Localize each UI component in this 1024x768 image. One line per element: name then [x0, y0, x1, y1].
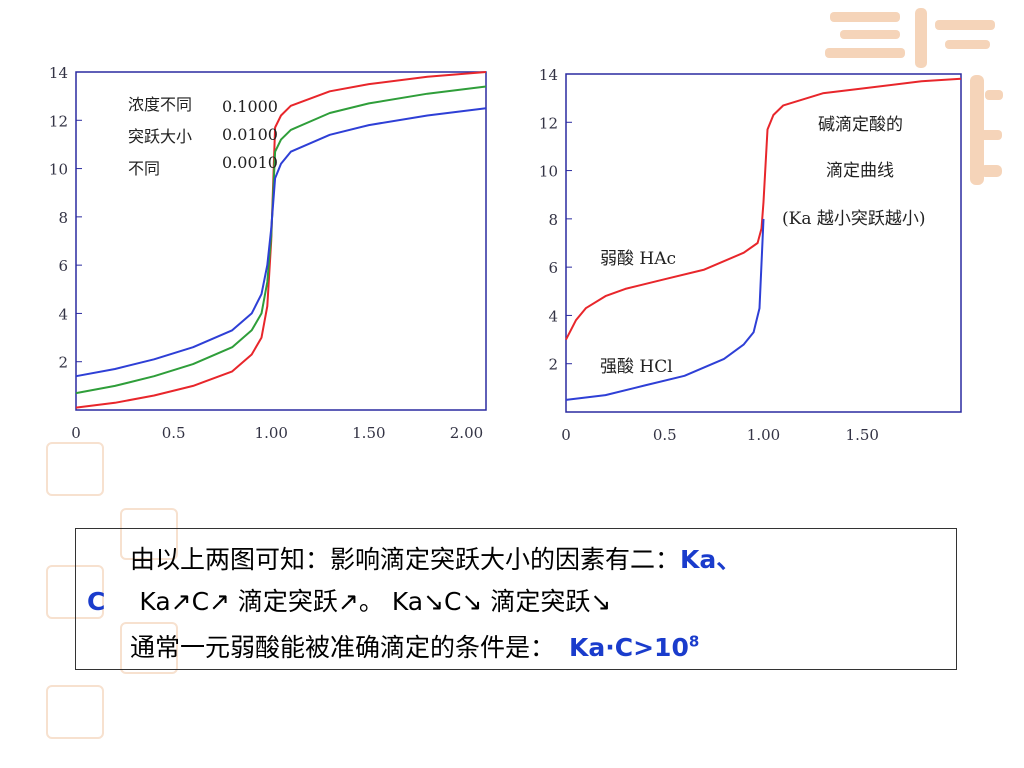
titration-condition: Ka·C>10 [569, 633, 689, 662]
conclusion-line-2-text: Ka↗C↗ 滴定突跃↗。 Ka↘C↘ 滴定突跃↘ [139, 587, 612, 616]
series-label-strong-acid: 强酸 HCl [600, 357, 673, 377]
c2-series-line-1 [565, 218, 765, 401]
decorative-seal-1 [46, 442, 104, 496]
c1-series-line-1 [75, 85, 487, 395]
c1-y-tick-label: 14 [49, 64, 68, 82]
decorative-seal-large [820, 0, 1010, 200]
legend-value-3: 0.0010 [222, 153, 278, 172]
c1-x-tick-label: 2.00 [450, 424, 483, 442]
chart1-legend: 浓度不同 突跃大小 不同 0.1000 0.0100 0.0010 [128, 95, 278, 178]
c2-y-tick-label: 14 [539, 66, 558, 84]
c2-y-tick-label: 10 [539, 163, 558, 181]
c1-series-line-0 [75, 71, 487, 409]
c1-series-line-2 [75, 107, 487, 378]
conclusion-line-2: C Ka↗C↗ 滴定突跃↗。 Ka↘C↘ 滴定突跃↘ [87, 582, 611, 618]
decorative-seal-4 [120, 622, 178, 674]
c1-y-tick-label: 6 [58, 257, 68, 275]
legend-value-1: 0.1000 [222, 97, 278, 116]
c2-y-tick-label: 2 [548, 356, 558, 374]
c2-y-tick-label: 6 [548, 259, 558, 277]
factor-c: C [87, 587, 106, 616]
c1-y-tick-label: 12 [49, 112, 68, 130]
c2-y-tick-label: 8 [548, 211, 558, 229]
c2-x-tick-label: 1.50 [846, 426, 879, 444]
conclusion-line-1: 由以上两图可知：影响滴定突跃大小的因素有二：Ka、 [130, 540, 741, 576]
annotation-line-1: 碱滴定酸的 [818, 115, 903, 135]
c1-y-tick-label: 4 [58, 305, 68, 323]
charts-canvas: 2 4 6 8 10 12 14 0 0.5 1.00 1.50 2.00 浓度不同 突跃大小 不同… [49, 64, 962, 444]
c1-x-tick-label: 0.5 [162, 424, 186, 442]
chart-concentration: 2 4 6 8 10 12 14 0 0.5 1.00 1.50 2.00 浓度不同 突跃大小 不同… [49, 64, 487, 442]
chart2-x-ticks: 0 0.5 1.00 1.50 [561, 426, 879, 444]
chart1-y-ticks: 2 4 6 8 10 12 14 [49, 64, 82, 372]
c1-y-tick-label: 2 [58, 354, 68, 372]
annotation-line-2: 滴定曲线 [826, 161, 894, 181]
chart1-x-ticks: 0 0.5 1.00 1.50 2.00 [71, 424, 483, 442]
c1-x-tick-label: 0 [71, 424, 81, 442]
c1-x-tick-label: 1.50 [352, 424, 385, 442]
decorative-seal-5 [46, 685, 104, 739]
c1-y-tick-label: 10 [49, 161, 68, 179]
legend-label-2: 突跃大小 [128, 127, 192, 146]
c2-y-tick-label: 4 [548, 307, 558, 325]
c1-x-tick-label: 1.00 [255, 424, 288, 442]
factor-ka: Ka、 [680, 545, 742, 574]
legend-value-2: 0.0100 [222, 125, 278, 144]
chart2-y-ticks: 2 4 6 8 10 12 14 [539, 66, 572, 374]
chart2-series [565, 77, 962, 401]
conclusion-box [75, 528, 957, 670]
decorative-seal-2 [120, 508, 178, 560]
c2-x-tick-label: 0 [561, 426, 571, 444]
conclusion-line-3: 通常一元弱酸能被准确滴定的条件是： Ka·C>108 [130, 628, 699, 664]
c2-x-tick-label: 0.5 [653, 426, 677, 444]
annotation-line-3: (Ka 越小突跃越小) [782, 209, 926, 229]
titration-condition-exponent: 8 [688, 632, 700, 651]
chart1-plot-frame [75, 71, 487, 411]
chart-acid-strength: 2 4 6 8 10 12 14 0 0.5 1.00 1.50 弱酸 HAc 强酸 HCl 碱滴… [539, 66, 962, 444]
chart1-series [75, 71, 487, 409]
conclusion-line-1-text: 由以上两图可知：影响滴定突跃大小的因素有二： [130, 545, 681, 574]
legend-label-3: 不同 [128, 159, 160, 178]
series-label-weak-acid: 弱酸 HAc [600, 249, 676, 269]
chart2-plot-frame [565, 73, 962, 413]
c2-y-tick-label: 12 [539, 114, 558, 132]
c2-x-tick-label: 1.00 [747, 426, 780, 444]
c1-y-tick-label: 8 [58, 209, 68, 227]
legend-label-1: 浓度不同 [128, 95, 192, 114]
conclusion-line-3-text: 通常一元弱酸能被准确滴定的条件是： [130, 633, 556, 662]
c2-series-line-0 [565, 77, 962, 341]
